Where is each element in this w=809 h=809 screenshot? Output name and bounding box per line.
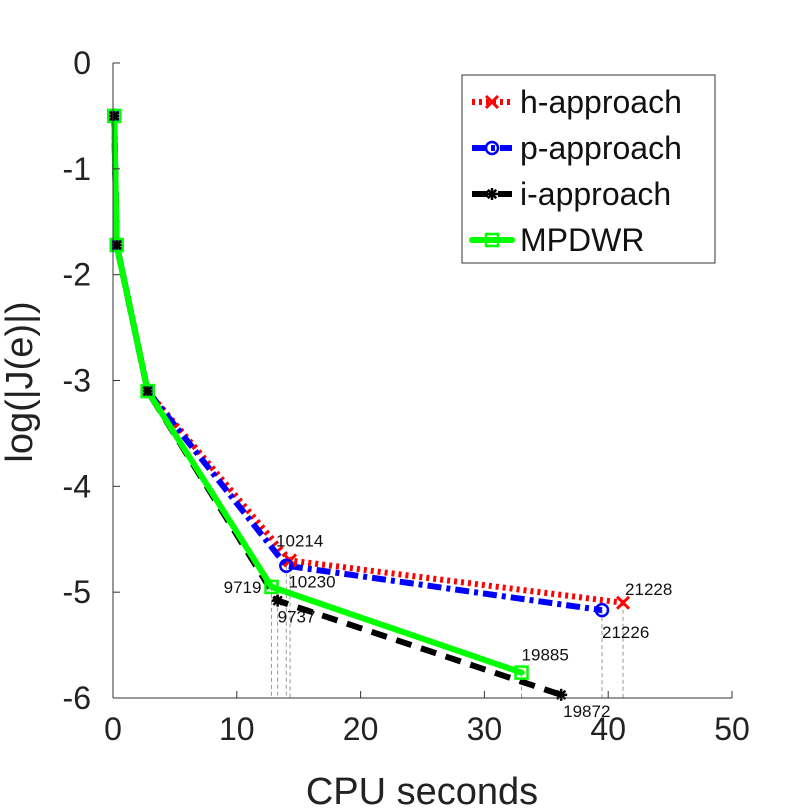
y-axis-title: log(|J(e)|) — [0, 301, 41, 462]
legend-label-mpdwr: MPDWR — [520, 222, 644, 258]
marker-x-stroke — [615, 595, 631, 610]
legend-label-p-approach: p-approach — [520, 130, 682, 166]
point-annotation: 21226 — [602, 623, 649, 642]
x-tick-label: 50 — [714, 711, 750, 747]
legend-marker-p-approach — [484, 140, 500, 156]
marker-square — [106, 108, 122, 124]
point-annotation: 21228 — [625, 580, 672, 599]
marker-h-approach — [615, 595, 631, 610]
marker-p-approach — [279, 558, 294, 573]
marker-circle — [484, 140, 500, 156]
marker-star-stroke — [272, 595, 283, 606]
point-annotation: 9719 — [224, 578, 262, 597]
marker-star-stroke — [142, 385, 153, 397]
x-tick-label: 10 — [219, 711, 255, 747]
x-tick-label: 30 — [467, 711, 503, 747]
y-tick-label: -4 — [63, 468, 91, 504]
legend-marker-mpdwr — [484, 232, 500, 248]
marker-square — [109, 237, 124, 253]
marker-p-approach — [594, 602, 610, 618]
marker-square — [140, 383, 155, 399]
marker-star-stroke — [109, 110, 120, 122]
marker-i-approach — [108, 109, 121, 122]
x-tick-label: 40 — [590, 711, 626, 747]
legend: h-approach p-approach i-approach MPDWR — [461, 74, 716, 264]
point-annotation: 9737 — [278, 608, 316, 627]
legend-box — [461, 74, 716, 264]
marker-circle — [594, 602, 610, 618]
marker-mpdwr — [514, 665, 529, 680]
y-tick-label: -2 — [63, 257, 91, 293]
legend-label-h-approach: h-approach — [520, 84, 682, 120]
x-tick-label: 20 — [343, 711, 379, 747]
axes: 0 10 20 30 40 50 0 -1 -2 -3 -4 -5 -6 — [63, 45, 750, 747]
legend-marker-i-approach — [486, 188, 498, 200]
guide-lines — [270, 560, 624, 698]
marker-mpdwr — [140, 383, 155, 399]
y-tick-label: -6 — [63, 680, 91, 716]
marker-mpdwr — [106, 108, 122, 124]
marker-star-stroke — [486, 188, 498, 200]
point-annotation: 10214 — [276, 531, 323, 550]
point-annotation: 19872 — [563, 702, 610, 721]
point-annotation: 10230 — [288, 573, 335, 592]
x-axis-title: CPU seconds — [306, 771, 538, 809]
marker-mpdwr — [264, 579, 279, 595]
legend-marker-h-approach — [484, 94, 500, 110]
y-tick-label: -3 — [63, 363, 91, 399]
marker-x-stroke — [484, 94, 500, 110]
legend-label-i-approach: i-approach — [520, 176, 671, 212]
point-annotation: 19885 — [522, 646, 569, 665]
marker-i-approach — [110, 239, 123, 252]
y-tick-label: -5 — [63, 574, 91, 610]
annotations: 10214 10230 9719 9737 21228 21226 19885 19872 — [224, 531, 673, 720]
marker-star-stroke — [111, 239, 122, 251]
y-tick-label: -1 — [63, 151, 91, 187]
marker-i-approach — [555, 688, 568, 701]
marker-square — [484, 232, 500, 248]
x-tick-label: 0 — [104, 711, 122, 747]
y-tick-label: 0 — [73, 45, 91, 81]
marker-mpdwr — [109, 237, 124, 253]
marker-square — [514, 665, 529, 680]
marker-i-approach — [141, 385, 154, 398]
marker-i-approach — [271, 594, 284, 607]
marker-circle — [279, 558, 294, 573]
marker-square — [264, 579, 279, 595]
